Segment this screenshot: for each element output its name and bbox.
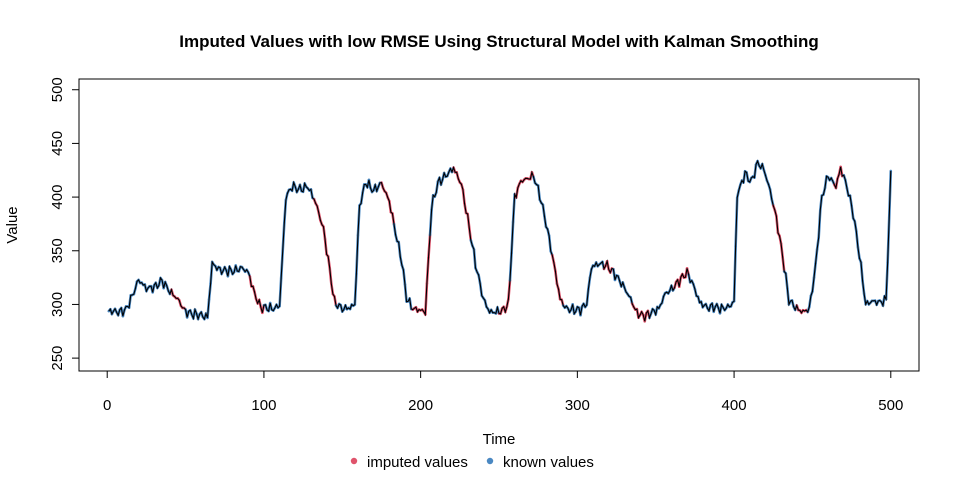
plot-frame: [79, 79, 919, 371]
legend-label-known: known values: [503, 454, 594, 471]
y-tick-label: 450: [49, 131, 66, 156]
y-tick-label: 500: [49, 77, 66, 102]
y-tick-label: 400: [49, 185, 66, 210]
legend-item-imputed: imputed values: [351, 454, 468, 471]
y-tick-label: 350: [49, 238, 66, 263]
legend-item-known: known values: [487, 454, 594, 471]
chart-title: Imputed Values with low RMSE Using Struc…: [179, 32, 818, 51]
x-axis-label: Time: [483, 431, 516, 448]
data-layer: [109, 161, 891, 321]
legend-marker-known: [487, 458, 493, 464]
legend-marker-imputed: [351, 458, 357, 464]
x-tick-label: 500: [878, 397, 903, 414]
x-tick-label: 0: [103, 397, 111, 414]
y-tick-label: 250: [49, 346, 66, 371]
series-line: [109, 161, 891, 321]
y-axis-label: Value: [4, 206, 21, 243]
y-axis: 250 300 350 400 450 500: [49, 77, 79, 370]
y-tick-label: 300: [49, 292, 66, 317]
x-axis: 0 100 200 300 400 500: [103, 371, 903, 414]
x-tick-label: 300: [565, 397, 590, 414]
x-tick-label: 400: [722, 397, 747, 414]
x-tick-label: 100: [251, 397, 276, 414]
x-tick-label: 200: [408, 397, 433, 414]
legend: imputed values known values: [351, 454, 594, 471]
legend-label-imputed: imputed values: [367, 454, 468, 471]
